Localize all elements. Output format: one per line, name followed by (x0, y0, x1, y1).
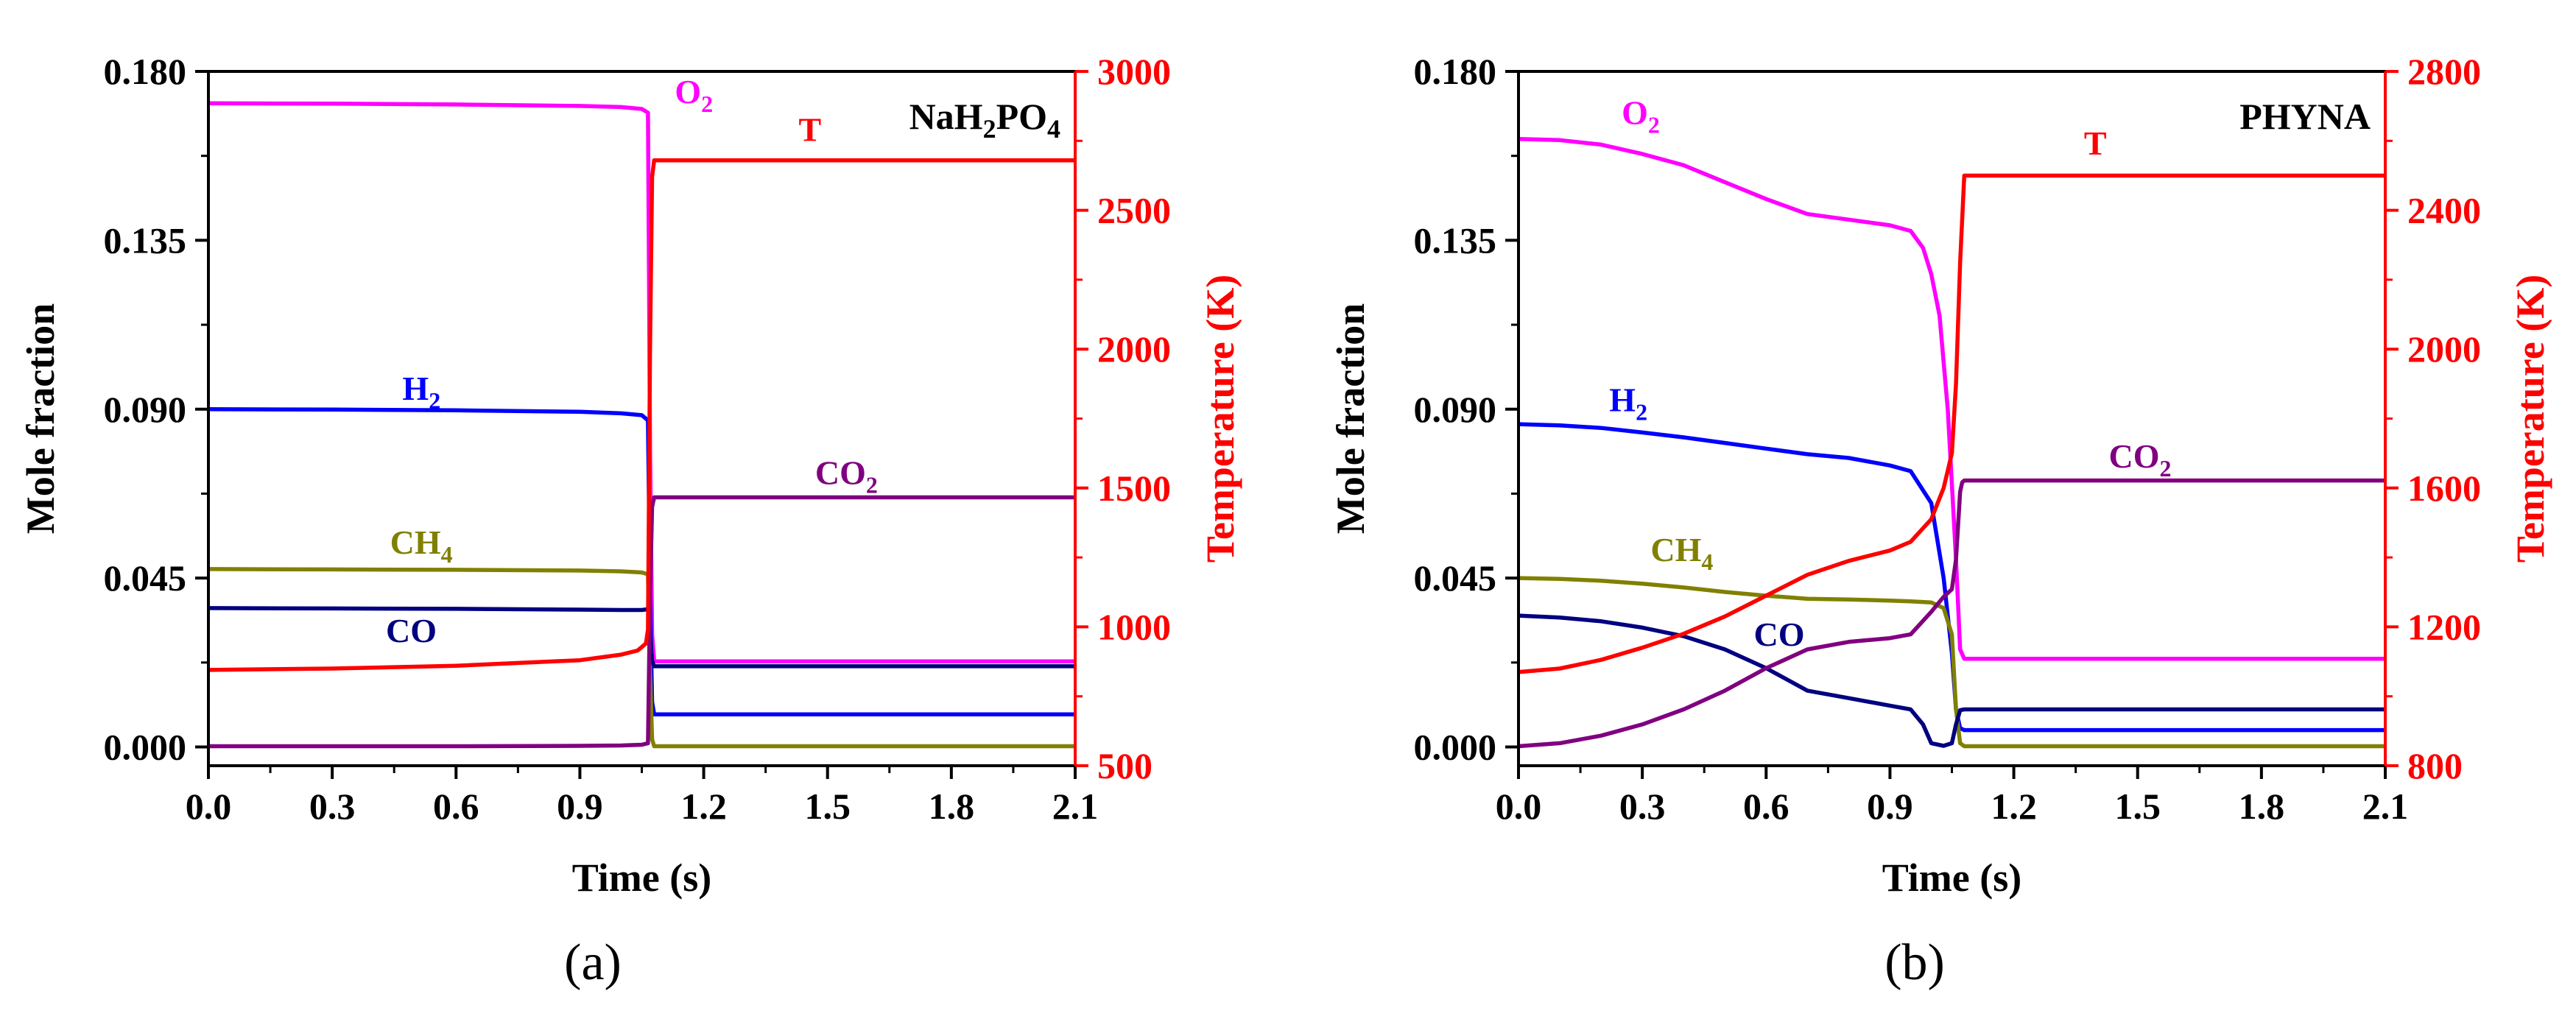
x-tick-label: 0.9 (1867, 786, 1913, 827)
series-line-t (208, 158, 1075, 672)
series-label-subscript: 2 (429, 387, 440, 414)
y2-axis-title: Temperature (K) (2508, 275, 2552, 563)
panel-label: (b) (1885, 934, 1945, 991)
y-tick-label: 0.135 (1414, 219, 1497, 261)
x-tick-label: 0.3 (1619, 786, 1666, 827)
panel-a: 0.0 0.3 0.6 0.9 1.2 1.5 1.8 2.1 0.000 0.045 0.090 0… (18, 51, 1242, 991)
y2-tick-label: 2500 (1097, 190, 1171, 231)
series-label-text: CO (815, 454, 866, 492)
y2-tick-label: 1200 (2407, 606, 2481, 647)
series-label-o2: O2 (675, 73, 713, 117)
x-tick-label: 0.0 (186, 786, 232, 827)
y2-tick-label: 1600 (2407, 468, 2481, 509)
x-tick-label: 1.5 (804, 786, 851, 827)
panel-title-subscript: 2 (983, 114, 996, 144)
x-tick-label: 1.5 (2114, 786, 2161, 827)
series-label-text: CH (1650, 531, 1701, 568)
y-tick-label: 0.045 (104, 557, 187, 599)
series-label-co: CO (1753, 616, 1804, 653)
x-tick-label: 0.0 (1496, 786, 1542, 827)
series-line-ch4 (208, 567, 1075, 749)
y-tick-label: 0.000 (104, 727, 187, 768)
panel-title-text: PO (996, 96, 1047, 137)
y2-tick-label: 800 (2407, 745, 2463, 786)
y2-tick-label: 1500 (1097, 468, 1171, 509)
series-label-subscript: 2 (1636, 398, 1647, 425)
x-tick-label: 0.6 (1743, 786, 1790, 827)
x-tick-label: 0.6 (433, 786, 479, 827)
x-tick-label: 0.9 (557, 786, 603, 827)
series-label-ch4: CH4 (390, 523, 453, 568)
series-label-subscript: 4 (441, 541, 453, 568)
series-label-subscript: 2 (701, 91, 713, 117)
y-tick-label: 0.000 (1414, 727, 1497, 768)
series-label-text: O (675, 73, 701, 110)
series-label-text: T (2084, 124, 2107, 162)
panel-title: NaH2PO4 (909, 96, 1060, 144)
panel-b: 0.0 0.3 0.6 0.9 1.2 1.5 1.8 2.1 0.000 0.045 0.090 0… (1329, 51, 2552, 991)
x-axis-title: Time (s) (572, 856, 711, 900)
series-line-t (1518, 173, 2385, 674)
series-label-text: CH (390, 523, 441, 561)
y2-tick-label: 2000 (1097, 328, 1171, 370)
y2-tick-label: 500 (1097, 745, 1152, 786)
y2-tick-label: 2400 (2407, 190, 2481, 231)
y2-tick-label: 1000 (1097, 606, 1171, 647)
y-axis-title: Mole fraction (18, 303, 63, 534)
x-tick-label: 2.1 (1052, 786, 1099, 827)
y-tick-label: 0.135 (104, 219, 187, 261)
series-label-subscript: 2 (866, 472, 878, 498)
y-tick-label: 0.180 (104, 51, 187, 92)
x-tick-label: 0.3 (309, 786, 356, 827)
series-line-co2 (208, 495, 1075, 749)
series-line-co2 (1518, 478, 2385, 749)
y-tick-label: 0.045 (1414, 557, 1497, 599)
series-label-text: H (1609, 381, 1636, 418)
x-tick-label: 1.2 (680, 786, 727, 827)
series-line-co (1518, 613, 2385, 748)
series-label-ch4: CH4 (1650, 531, 1713, 575)
series-label-text: O (1622, 94, 1648, 131)
series-label-h2: H2 (402, 370, 440, 414)
series-label-text: H (402, 370, 429, 407)
panel-title: PHYNA (2239, 96, 2371, 137)
y2-tick-label: 3000 (1097, 51, 1171, 92)
series-label-h2: H2 (1609, 381, 1647, 425)
y2-axis-title: Temperature (K) (1198, 275, 1242, 563)
series-label-co2: CO2 (815, 454, 878, 498)
series-label-text: CO (2108, 437, 2159, 475)
panel-title-subscript: 4 (1047, 114, 1060, 144)
series-label-co: CO (386, 612, 437, 649)
series-label-subscript: 2 (1648, 111, 1660, 138)
series-label-text: CO (1753, 616, 1804, 653)
x-tick-label: 1.8 (2239, 786, 2285, 827)
panel-title-text: PHYNA (2239, 96, 2371, 137)
panel-title-text: NaH (909, 96, 983, 137)
y2-tick-label: 2800 (2407, 51, 2481, 92)
series-label-o2: O2 (1622, 94, 1660, 138)
series-label-text: CO (386, 612, 437, 649)
y-tick-label: 0.090 (1414, 389, 1497, 430)
series-label-subscript: 2 (2159, 455, 2171, 482)
series-label-text: T (798, 110, 821, 148)
x-axis-title: Time (s) (1882, 856, 2021, 900)
series-label-co2: CO2 (2108, 437, 2171, 482)
x-tick-label: 1.2 (1991, 786, 2037, 827)
series-line-co (208, 606, 1075, 669)
series-label-t: T (2084, 124, 2107, 162)
y-tick-label: 0.180 (1414, 51, 1497, 92)
panel-label: (a) (564, 934, 622, 991)
series-label-t: T (798, 110, 821, 148)
x-tick-label: 2.1 (2362, 786, 2409, 827)
y2-tick-label: 2000 (2407, 328, 2481, 370)
x-tick-label: 1.8 (929, 786, 975, 827)
y-tick-label: 0.090 (104, 389, 187, 430)
y-axis-title: Mole fraction (1329, 303, 1373, 534)
series-label-subscript: 4 (1701, 549, 1713, 575)
